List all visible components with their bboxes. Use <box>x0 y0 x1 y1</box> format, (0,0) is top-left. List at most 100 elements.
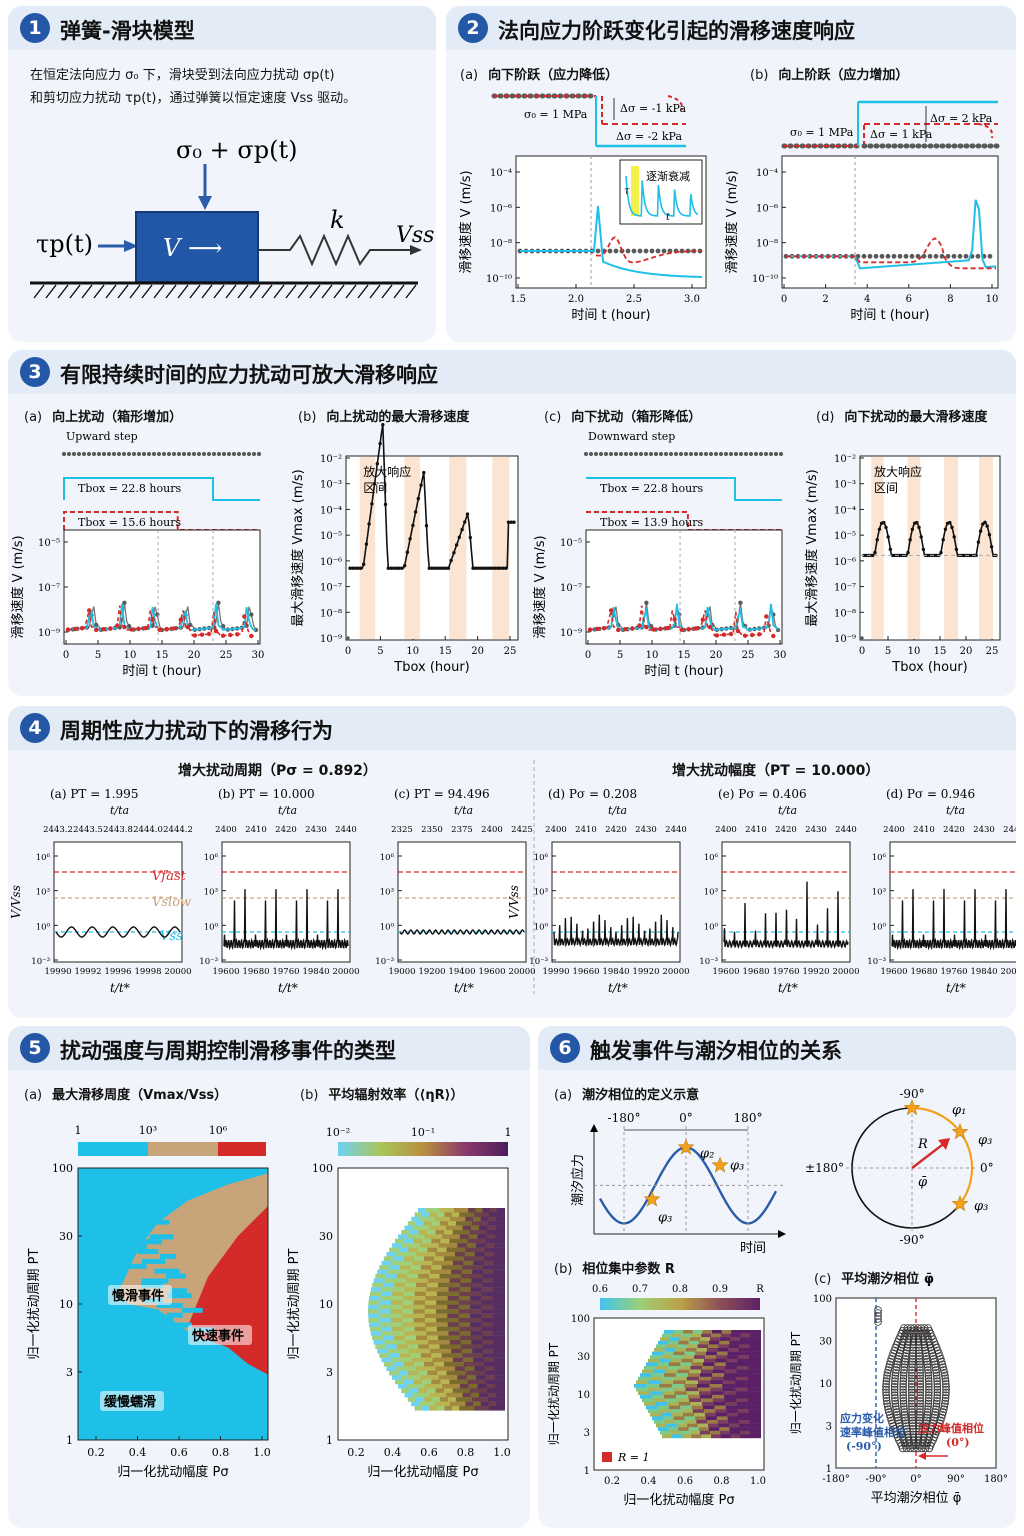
x-tick-label: 1.0 <box>253 1446 271 1459</box>
efficiency-cell <box>471 1274 484 1279</box>
concentration-cell <box>685 1380 699 1385</box>
concentration-cell <box>730 1430 741 1435</box>
vslow-label: Vslow <box>152 895 191 910</box>
circle-phi3: φ₃ <box>978 1133 992 1148</box>
step-point <box>156 451 162 457</box>
red-point <box>735 628 741 634</box>
efficiency-cell <box>395 1340 408 1345</box>
bottom-tick-label: 19840 <box>602 967 629 977</box>
concentration-cell <box>705 1412 717 1417</box>
inset-y: τ <box>624 186 630 197</box>
phase-point <box>899 1368 908 1377</box>
concentration-cell <box>749 1427 761 1431</box>
efficiency-cell <box>487 1225 497 1231</box>
phase-point <box>932 1371 941 1380</box>
efficiency-cell <box>384 1340 397 1345</box>
efficiency-cell <box>383 1335 396 1341</box>
x-tick-label: 1.0 <box>750 1476 766 1487</box>
p6a-label: (a) <box>554 1088 573 1103</box>
concentration-cell <box>701 1369 714 1374</box>
baseline-point <box>661 248 667 254</box>
phase-point <box>923 1360 932 1369</box>
concentration-cell <box>712 1369 726 1374</box>
phase-point <box>933 1374 941 1383</box>
y-tick-label: 10⁻⁹ <box>834 634 856 645</box>
phase-tick: -180° <box>608 1111 641 1125</box>
concentration-cell <box>735 1376 749 1381</box>
phase-point <box>900 1366 908 1374</box>
step-point <box>146 451 152 457</box>
bottom-axis-label: t/t* <box>278 981 298 995</box>
y-tick-label: 10 <box>819 1379 832 1390</box>
vmax-point <box>427 566 431 570</box>
series-red <box>786 237 996 270</box>
step-point <box>778 451 784 457</box>
x-tick-label: 2.5 <box>626 294 642 305</box>
concentration-cell <box>747 1380 761 1385</box>
map-jitter <box>176 1356 196 1362</box>
vmax-point <box>353 566 358 570</box>
efficiency-cell <box>481 1304 494 1310</box>
efficiency-cell <box>442 1234 453 1239</box>
efficiency-cell <box>434 1401 444 1407</box>
vmax-point <box>468 535 472 540</box>
efficiency-cell <box>493 1348 505 1354</box>
concentration-cell <box>685 1420 698 1424</box>
efficiency-cell <box>448 1291 461 1297</box>
top-axis-label: t/ta <box>278 804 297 817</box>
concentration-cell <box>706 1416 718 1421</box>
step-point <box>191 451 197 457</box>
efficiency-cell <box>415 1366 427 1371</box>
efficiency-cell <box>461 1348 474 1354</box>
vss-label: Vss <box>396 223 434 248</box>
y-tick-label: 10⁰ <box>380 922 395 932</box>
concentration-cell <box>700 1430 711 1435</box>
efficiency-cell <box>448 1375 459 1380</box>
step-point <box>126 451 132 457</box>
concentration-cell <box>656 1423 668 1428</box>
efficiency-cell <box>429 1212 438 1217</box>
x-axis-label: Tbox (hour) <box>393 660 470 675</box>
concentration-cell <box>687 1344 699 1349</box>
vmax-point <box>939 550 943 555</box>
concentration-cell <box>736 1369 750 1374</box>
phase-point <box>882 1394 891 1402</box>
efficiency-cell <box>420 1353 433 1358</box>
efficiency-cell <box>381 1326 394 1332</box>
red-point <box>206 631 212 637</box>
efficiency-cell <box>406 1234 417 1239</box>
efficiency-cell <box>386 1252 398 1257</box>
x-tick-label: 0 <box>585 650 591 661</box>
efficiency-cell <box>391 1300 404 1305</box>
phase-point <box>924 1399 933 1408</box>
efficiency-cell <box>393 1331 406 1336</box>
efficiency-cell <box>443 1256 455 1261</box>
efficiency-cell <box>436 1313 449 1319</box>
concentration-cell <box>712 1394 725 1399</box>
efficiency-cell <box>368 1313 381 1319</box>
mean-vector <box>911 1141 947 1169</box>
step-point <box>668 451 674 457</box>
concentration-cell <box>711 1376 725 1381</box>
concentration-cell <box>698 1427 710 1431</box>
efficiency-cell <box>463 1397 473 1402</box>
concentration-cell <box>659 1409 672 1413</box>
efficiency-cell <box>473 1357 485 1363</box>
grey-point <box>122 600 127 605</box>
efficiency-cell <box>425 1252 437 1257</box>
x-axis-label: 时间 t (hour) <box>571 308 650 323</box>
concentration-cell <box>668 1340 680 1345</box>
concentration-cell <box>690 1337 701 1341</box>
red-point <box>700 617 705 622</box>
amplification-band <box>404 457 420 639</box>
efficiency-cell <box>477 1234 488 1239</box>
concentration-cell <box>749 1420 761 1424</box>
red-point <box>235 632 240 637</box>
x-tick-label: 0° <box>910 1474 921 1485</box>
phase-point <box>882 1374 891 1383</box>
phase-point <box>924 1366 932 1374</box>
vss-label: Vss <box>160 929 183 944</box>
efficiency-cell <box>368 1304 381 1310</box>
